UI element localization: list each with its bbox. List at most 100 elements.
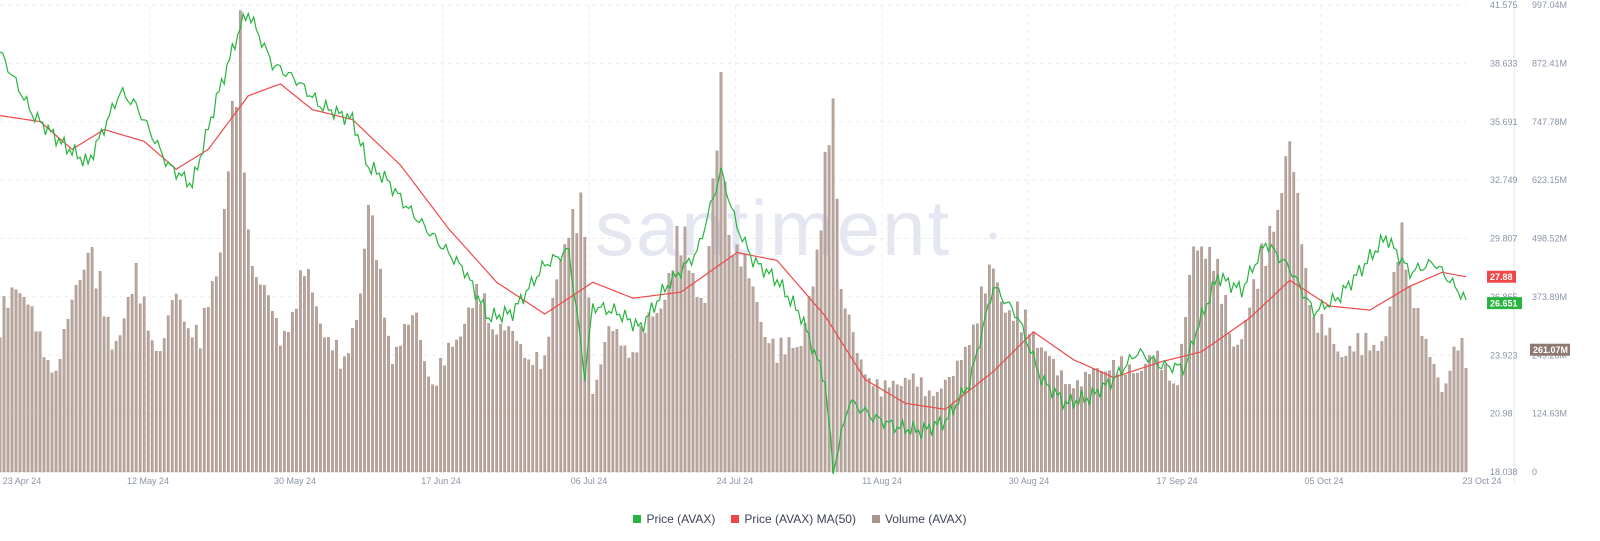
volume-bar bbox=[2, 296, 6, 473]
volume-bar bbox=[675, 226, 679, 473]
volume-bar bbox=[547, 336, 551, 473]
volume-bar bbox=[1176, 385, 1179, 473]
volume-bar bbox=[1400, 222, 1404, 473]
volume-bar bbox=[1116, 374, 1119, 473]
price-last-value-bg bbox=[1487, 297, 1522, 310]
volume-bar bbox=[1260, 243, 1264, 473]
volume-bar bbox=[915, 386, 919, 473]
volume-bar bbox=[1100, 371, 1103, 473]
volume-bar bbox=[831, 98, 835, 473]
volume-bar bbox=[118, 335, 122, 473]
volume-bar bbox=[715, 150, 719, 473]
volume-bar bbox=[1412, 308, 1416, 473]
volume-bar bbox=[1172, 383, 1175, 473]
volume-bar bbox=[947, 377, 951, 473]
volume-bar bbox=[1204, 258, 1207, 473]
volume-bar bbox=[551, 298, 555, 473]
volume-bar bbox=[859, 359, 863, 473]
volume-bar bbox=[254, 277, 258, 473]
volume-bar bbox=[1384, 336, 1388, 473]
volume-bar bbox=[1364, 333, 1368, 473]
volume-bar bbox=[339, 368, 342, 473]
volume-bar bbox=[1272, 231, 1276, 473]
volume-bar bbox=[459, 336, 462, 473]
volume-bar bbox=[1424, 338, 1428, 473]
volume-bar bbox=[791, 348, 795, 473]
volume-bar bbox=[699, 298, 703, 473]
volume-bar bbox=[343, 356, 346, 473]
volume-bar bbox=[967, 345, 971, 473]
volume-bar bbox=[1404, 269, 1408, 473]
volume-bar bbox=[174, 293, 178, 473]
volume-bar bbox=[467, 307, 470, 473]
legend-item-price[interactable]: Price (AVAX) bbox=[633, 512, 715, 526]
volume-bar bbox=[1288, 141, 1292, 473]
volume-bar bbox=[907, 379, 911, 473]
volume-bar bbox=[723, 181, 727, 473]
volume-bar bbox=[823, 151, 827, 473]
volume-bar bbox=[335, 339, 338, 473]
price-axis: 41.575 38.633 35.691 32.749 29.807 26.865 23.9… bbox=[1490, 0, 1518, 477]
volume-bar bbox=[1064, 384, 1067, 473]
volume-bar bbox=[1136, 372, 1139, 473]
volume-bar bbox=[1132, 373, 1135, 473]
volume-bar bbox=[1452, 346, 1456, 473]
volume-bar bbox=[1252, 279, 1256, 473]
volume-bar bbox=[979, 286, 983, 473]
volume-bar bbox=[114, 341, 118, 473]
volume-bar bbox=[1444, 383, 1448, 473]
volume-bar bbox=[259, 284, 262, 473]
volume-bar bbox=[30, 306, 34, 473]
volume-bar bbox=[807, 296, 811, 473]
volume-bar bbox=[759, 321, 763, 473]
volume-bar bbox=[779, 337, 783, 473]
x-tick-label: 17 Sep 24 bbox=[1156, 476, 1197, 486]
watermark-dot bbox=[989, 232, 997, 240]
volume-bar bbox=[867, 378, 871, 473]
volume-bar bbox=[1436, 377, 1440, 473]
volume-bar bbox=[1108, 370, 1111, 473]
volume-bar bbox=[439, 358, 442, 473]
volume-bar bbox=[1440, 392, 1444, 473]
volume-bar bbox=[1016, 301, 1019, 473]
volume-bar bbox=[307, 269, 310, 473]
legend-swatch-price bbox=[633, 515, 642, 523]
volume-bar bbox=[563, 244, 567, 473]
volume-bar bbox=[1068, 384, 1071, 473]
volume-bar bbox=[1332, 343, 1336, 473]
volume-bar bbox=[295, 308, 298, 473]
volume-bar bbox=[403, 324, 406, 473]
ma50-line bbox=[0, 83, 1467, 410]
volume-tick-label: 0 bbox=[1532, 467, 1537, 477]
volume-bar bbox=[399, 345, 402, 473]
volume-bar bbox=[643, 332, 647, 473]
volume-bar bbox=[595, 379, 599, 473]
volume-bar bbox=[234, 107, 238, 473]
volume-bar bbox=[102, 316, 106, 473]
legend-item-volume[interactable]: Volume (AVAX) bbox=[871, 512, 967, 526]
volume-bar bbox=[1368, 350, 1372, 473]
legend-item-ma[interactable]: Price (AVAX) MA(50) bbox=[731, 512, 856, 526]
volume-bar bbox=[987, 264, 991, 473]
volume-bar bbox=[218, 252, 222, 473]
volume-bar bbox=[190, 337, 194, 473]
volume-bar bbox=[186, 328, 190, 473]
volume-bar bbox=[90, 247, 94, 473]
volume-bar bbox=[495, 334, 499, 473]
volume-bar bbox=[279, 345, 282, 473]
volume-bar bbox=[154, 351, 158, 473]
volume-bar bbox=[6, 307, 10, 473]
legend-label-price: Price (AVAX) bbox=[646, 512, 716, 526]
volume-bar bbox=[411, 315, 414, 473]
volume-bar bbox=[166, 315, 170, 473]
volume-bar bbox=[383, 317, 386, 473]
volume-bar bbox=[783, 354, 787, 473]
volume-bar bbox=[222, 209, 226, 473]
volume-bar bbox=[1308, 305, 1312, 473]
volume-bar bbox=[571, 209, 575, 473]
volume-bar bbox=[1388, 306, 1392, 473]
volume-bar bbox=[523, 357, 527, 473]
volume-bar bbox=[323, 337, 326, 473]
price-tick-label: 23.923 bbox=[1490, 350, 1518, 360]
volume-bar bbox=[1320, 314, 1324, 473]
